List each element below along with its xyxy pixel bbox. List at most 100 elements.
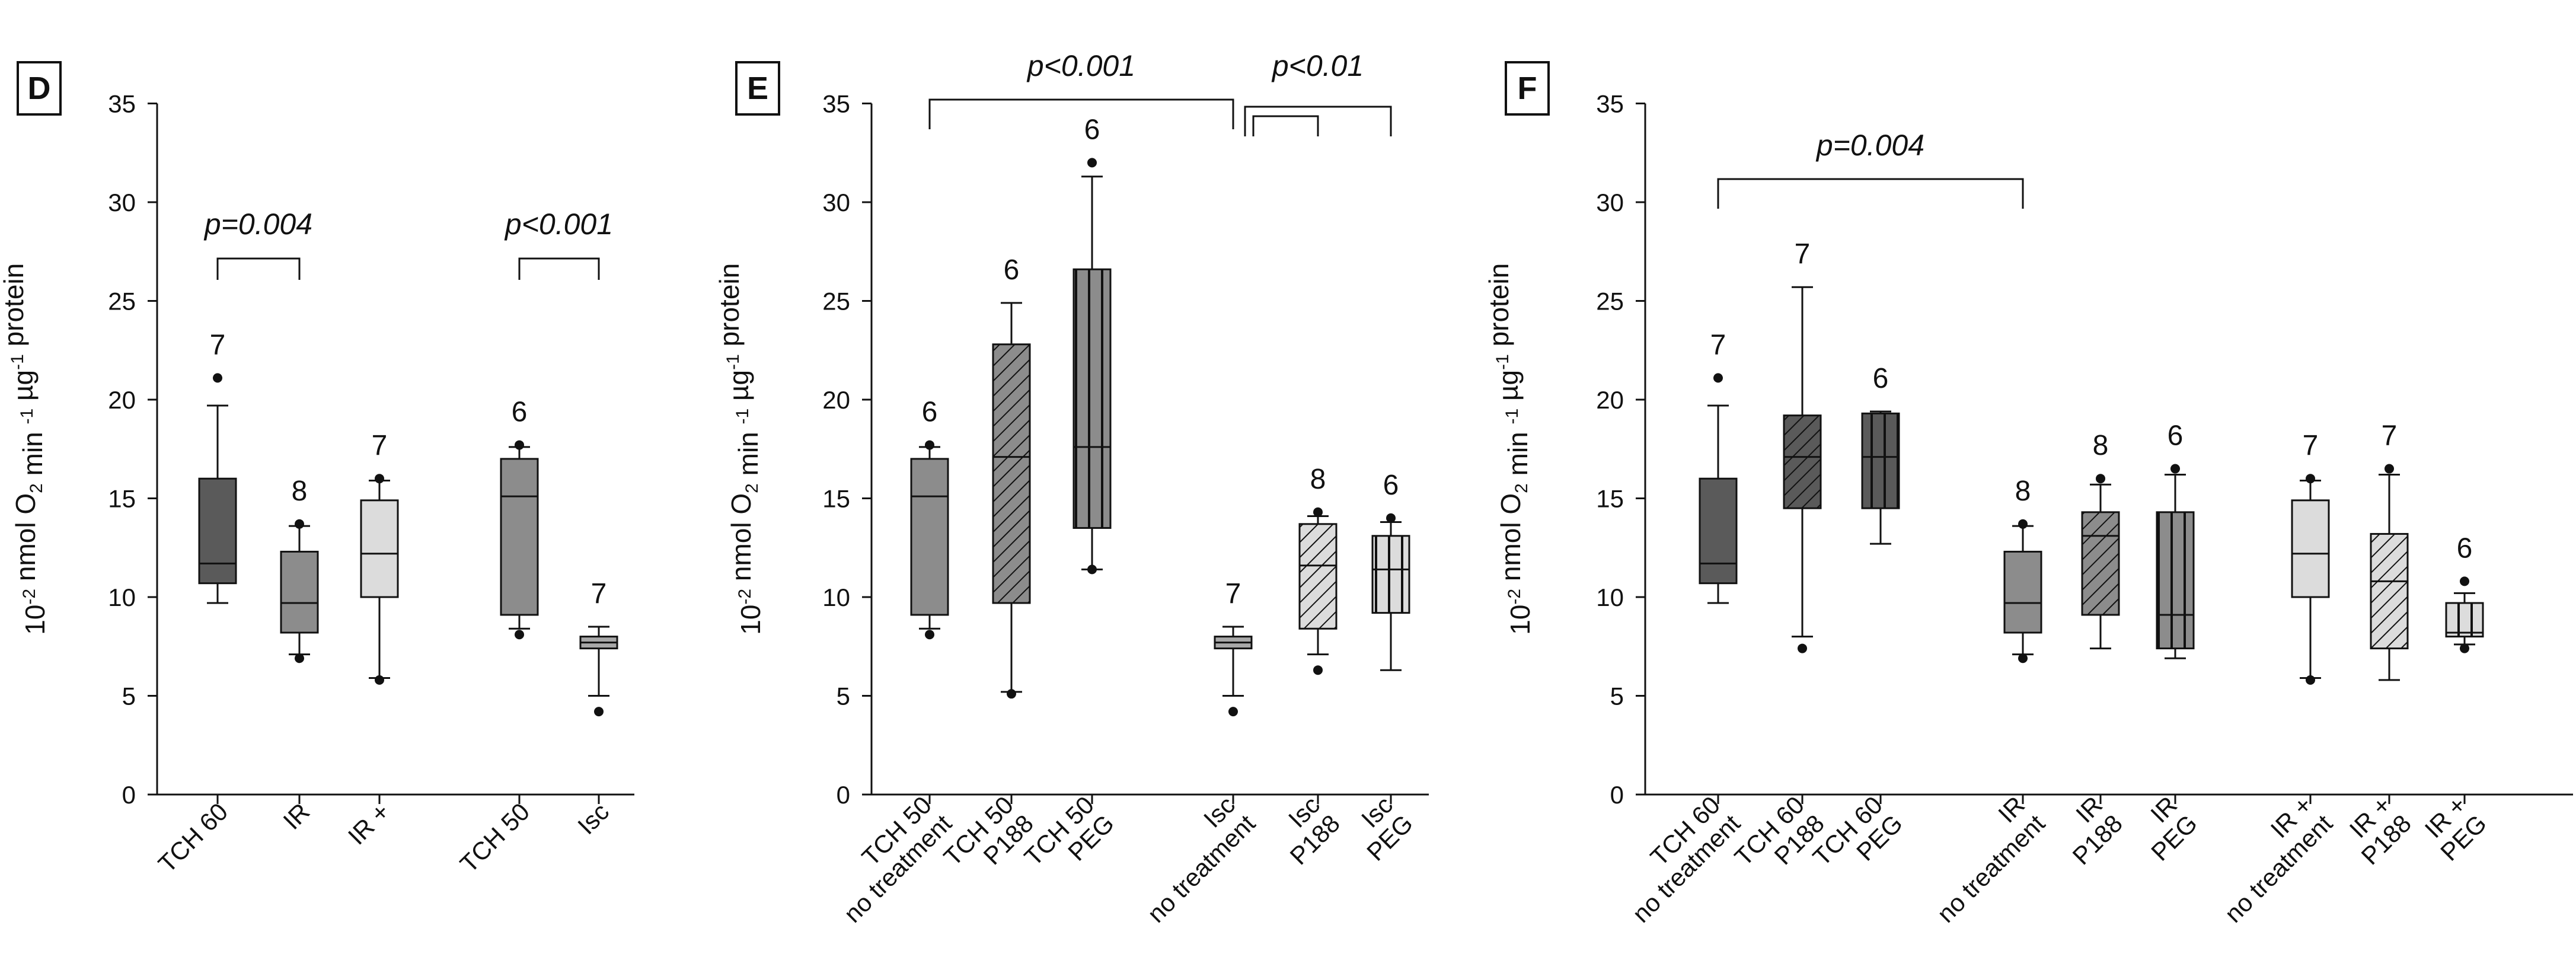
x-tick-label: TCH 60P188 — [1729, 790, 1830, 890]
sample-size-label: 7 — [2303, 430, 2319, 461]
x-tick-label: TCH 50P188 — [939, 790, 1039, 890]
box-body — [281, 551, 318, 633]
box-outline — [198, 477, 237, 585]
outlier-point — [2018, 653, 2028, 663]
box-hatch — [1372, 535, 1409, 613]
y-tick-label: 35 — [1596, 90, 1624, 118]
box-outline — [1699, 477, 1738, 585]
outlier-point — [2170, 464, 2180, 474]
box-outline — [992, 343, 1031, 604]
sample-size-label: 6 — [922, 397, 938, 428]
y-axis-label: 10-2 nmol O2 min -1 µg-1 protein — [714, 263, 766, 635]
sample-size-label: 7 — [1710, 329, 1726, 361]
x-tick-label: TCH 50PEG — [1019, 790, 1119, 890]
outlier-point — [2018, 519, 2028, 529]
sample-size-label: 8 — [1310, 464, 1326, 495]
box-isc-no-treatment: 7 Iscno treatment — [1123, 578, 1261, 928]
significance-bracket: p=0.004 — [1717, 129, 2024, 209]
outlier-point — [295, 653, 304, 663]
box-outline — [1783, 414, 1822, 509]
y-tick-label: 15 — [108, 485, 136, 513]
outlier-point — [2306, 675, 2315, 685]
bracket-line — [1244, 106, 1392, 136]
sample-size-label: 6 — [2168, 420, 2184, 452]
outlier-point — [925, 630, 934, 640]
box-tch-60: 7 TCH 60 — [153, 329, 237, 878]
box-body — [2004, 551, 2041, 633]
box-ir-peg: 6 IR +PEG — [2419, 532, 2492, 866]
bracket-line — [518, 257, 600, 280]
y-axis-label: 10-2 nmol O2 min -1 µg-1 protein — [1483, 263, 1536, 635]
y-tick-label: 15 — [822, 485, 850, 513]
outlier-point — [1313, 665, 1323, 675]
significance-bracket: p<0.01 — [1244, 49, 1392, 136]
sample-size-label: 8 — [2093, 430, 2109, 461]
y-tick-label: 10 — [1596, 583, 1624, 611]
outlier-point — [2385, 464, 2394, 474]
box-ir-no-treatment: 7 IR +no treatment — [2219, 430, 2338, 928]
y-tick-label: 5 — [122, 682, 136, 710]
x-tick-label: Iscno treatment — [1123, 790, 1261, 928]
x-tick-label: IR +P188 — [2336, 790, 2417, 870]
outlier-point — [2096, 474, 2105, 484]
box-hatch — [1074, 269, 1110, 528]
outlier-point — [1087, 158, 1097, 168]
outlier-point — [1228, 707, 1238, 717]
box-outline — [2156, 511, 2195, 650]
panel-letter: D — [28, 71, 51, 106]
x-tick-label: TCH 60no treatment — [1608, 790, 1746, 928]
box-hatch — [993, 344, 1030, 603]
x-tick-label: TCH 60 — [153, 797, 234, 878]
outlier-point — [2460, 576, 2469, 586]
box-outline — [1861, 412, 1900, 509]
x-tick-label: IR — [277, 797, 315, 835]
y-tick-label: 10 — [822, 583, 850, 611]
sample-size-label: 7 — [210, 329, 226, 361]
outlier-point — [925, 440, 934, 450]
p-value-label: p=0.004 — [1815, 129, 1924, 162]
panel-E: E 10-2 nmol O2 min -1 µg-1 protein 0 5 10 15 2… — [714, 49, 1429, 928]
panel-letter: F — [1518, 71, 1537, 106]
panel-letter: E — [747, 71, 768, 106]
box-isc-p188: 8 IscP188 — [1265, 464, 1345, 870]
box-ir-p188: 7 IR +P188 — [2336, 420, 2417, 870]
outlier-point — [594, 707, 604, 717]
box-outline — [2291, 499, 2330, 598]
sample-size-label: 7 — [1225, 578, 1241, 610]
box-body — [1700, 478, 1737, 583]
p-value-label: p<0.01 — [1271, 49, 1364, 82]
sample-size-label: 6 — [2457, 532, 2473, 564]
box-outline — [2003, 550, 2042, 634]
x-tick-label: IscP188 — [1265, 790, 1345, 870]
box-isc: 7 Isc — [572, 578, 618, 840]
box-outline — [280, 550, 319, 634]
outlier-point — [515, 630, 524, 640]
box-ir: 8 IR — [277, 476, 319, 835]
significance-bracket: p=0.004 — [203, 208, 312, 280]
box-hatch — [2446, 602, 2483, 637]
y-tick-label: 35 — [108, 90, 136, 118]
y-tick-label: 25 — [822, 288, 850, 315]
panel-F: F 10-2 nmol O2 min -1 µg-1 protein 0 5 10 15 2… — [1483, 61, 2573, 928]
x-tick-label: IRP188 — [2048, 790, 2128, 870]
panel-letter-box — [1505, 61, 1550, 116]
box-ir-: 7 IR + — [343, 430, 399, 850]
outlier-point — [375, 675, 384, 685]
y-tick-label: 5 — [837, 682, 850, 710]
box-ir-peg: 6 IRPEG — [2145, 420, 2202, 866]
y-tick-label: 15 — [1596, 485, 1624, 513]
bracket-line — [1717, 178, 2024, 209]
box-body — [2292, 500, 2329, 597]
box-body — [501, 458, 538, 615]
outlier-point — [2460, 643, 2469, 653]
y-tick-label: 0 — [837, 781, 850, 809]
y-tick-label: 20 — [108, 386, 136, 414]
x-tick-label: Isc — [572, 797, 614, 840]
box-outline — [500, 458, 539, 616]
box-tch-60-p188: 7 TCH 60P188 — [1729, 238, 1830, 890]
outlier-point — [1313, 507, 1323, 517]
sample-size-label: 7 — [591, 578, 607, 610]
box-outline — [2445, 602, 2484, 638]
box-tch-60-peg: 6 TCH 60PEG — [1808, 363, 1908, 871]
sample-size-label: 6 — [1383, 470, 1399, 501]
